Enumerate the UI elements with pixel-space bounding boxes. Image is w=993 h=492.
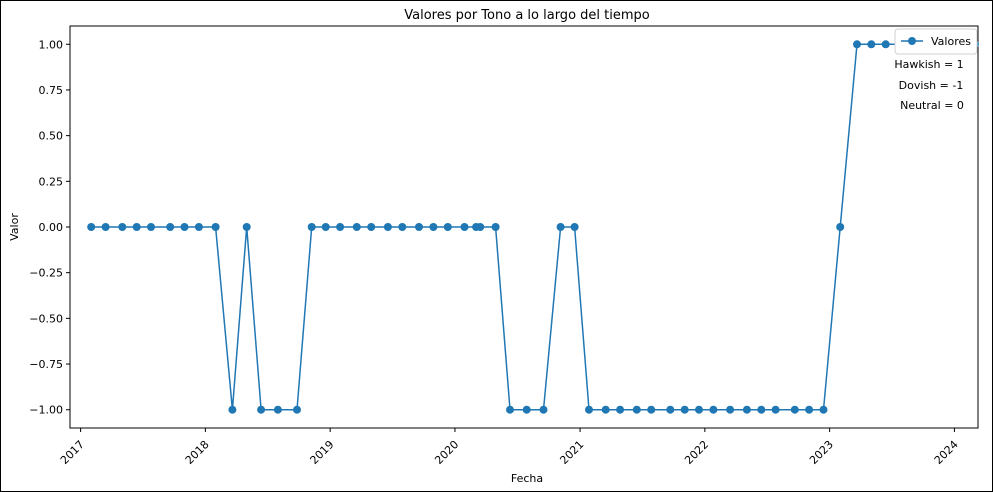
data-point	[352, 223, 361, 231]
data-point	[415, 223, 423, 231]
data-point	[836, 223, 845, 231]
annotation-dovish: Dovish = -1	[899, 79, 964, 92]
data-point	[87, 223, 96, 231]
data-point	[307, 223, 316, 231]
data-point	[460, 223, 469, 231]
legend-box	[894, 28, 978, 55]
x-tick-label: 2018	[183, 438, 212, 467]
data-point	[585, 405, 593, 414]
data-point	[726, 405, 735, 414]
data-point	[771, 405, 780, 414]
annotation-hawkish: Hawkish = 1	[894, 58, 963, 71]
data-point	[273, 405, 282, 414]
data-point	[132, 223, 141, 231]
data-point	[790, 405, 799, 414]
data-point	[616, 405, 625, 414]
legend-label-valores: Valores	[931, 35, 971, 48]
data-point	[709, 405, 718, 414]
data-point	[194, 223, 203, 231]
x-tick-label: 2017	[58, 438, 87, 467]
data-point	[867, 40, 876, 49]
x-tick-label: 2023	[807, 438, 836, 467]
data-point	[506, 405, 514, 414]
y-tick-label: 0.75	[39, 84, 64, 97]
data-point	[101, 223, 110, 231]
y-tick-label: 0.00	[39, 221, 64, 234]
data-point	[367, 223, 376, 231]
x-tick-label: 2021	[557, 438, 586, 467]
y-tick-label: 0.25	[39, 175, 64, 188]
data-point	[228, 405, 237, 414]
data-point	[742, 405, 751, 414]
data-point	[666, 405, 675, 414]
data-point	[647, 405, 656, 414]
data-point	[556, 223, 565, 231]
data-point	[443, 223, 452, 231]
x-tick-label: 2022	[682, 438, 711, 467]
y-tick-label: 1.00	[39, 38, 64, 51]
data-point	[166, 223, 175, 231]
data-point	[695, 405, 703, 414]
data-point	[429, 223, 438, 231]
data-point	[147, 223, 155, 231]
data-point	[491, 223, 500, 231]
legend-marker-swatch	[908, 37, 916, 45]
x-tick-label: 2019	[308, 438, 337, 467]
data-point	[118, 223, 127, 231]
plot-area: 1.00 0.75 0.50 0.25 0.00 −0.25 −0.50 −0.75 −1.00…	[29, 25, 979, 467]
data-point	[805, 405, 814, 414]
y-tick-label: −0.75	[29, 358, 63, 371]
y-tick-label: −0.50	[29, 312, 63, 325]
data-point	[539, 405, 548, 414]
data-point	[853, 40, 861, 49]
data-point	[819, 405, 828, 414]
y-tick-label: 0.50	[39, 130, 64, 143]
data-point	[242, 223, 251, 231]
data-point	[293, 405, 301, 414]
data-point	[321, 223, 330, 231]
data-point	[570, 223, 579, 231]
data-point	[257, 405, 266, 414]
data-point	[383, 223, 392, 231]
legend: Valores	[894, 28, 978, 55]
annotation-neutral: Neutral = 0	[900, 99, 964, 112]
y-tick-label: −1.00	[29, 404, 63, 417]
x-tick-label: 2020	[432, 438, 461, 467]
data-point	[476, 223, 485, 231]
data-point	[680, 405, 689, 414]
data-point	[398, 223, 407, 231]
data-point	[522, 405, 531, 414]
data-point	[336, 223, 345, 231]
data-point	[601, 405, 610, 414]
data-point	[757, 405, 766, 414]
y-tick-label: −0.25	[29, 267, 63, 280]
x-axis-title: Fecha	[511, 472, 543, 485]
y-axis-title: Valor	[8, 213, 21, 241]
data-point	[180, 223, 189, 231]
data-point	[211, 223, 220, 231]
data-point	[632, 405, 641, 414]
data-point	[881, 40, 890, 49]
chart-title: Valores por Tono a lo largo del tiempo	[404, 8, 650, 23]
x-tick-label: 2024	[932, 438, 961, 467]
